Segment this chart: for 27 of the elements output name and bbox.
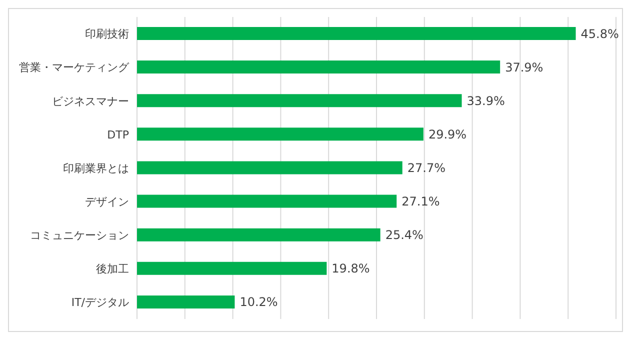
data-label: 25.4% [385,228,424,242]
bar [137,194,397,208]
data-label: 27.7% [407,160,446,175]
y-tick-label: 印刷技術 [85,28,129,41]
y-tick-label: 印刷業界とは [63,162,129,175]
data-label: 27.1% [402,194,440,209]
bar [137,295,235,308]
data-label: 10.2% [240,295,278,310]
y-tick-label: IT/デジタル [71,296,129,310]
data-label: 37.9% [505,60,544,74]
y-tick-label: 後加工 [96,262,129,276]
bar [137,94,462,108]
y-tick-label: デザイン [85,195,129,208]
bar [137,60,500,74]
y-tick-label: コミュニケーション [30,229,129,242]
bar [137,228,380,242]
bar [137,161,402,174]
bar [137,128,424,141]
y-tick-label: DTP [107,128,130,142]
data-label: 29.9% [428,127,467,142]
bar [137,262,327,275]
bar [137,27,576,40]
y-tick-label: 営業・マーケティング [19,61,130,74]
y-tick-label: ビジネスマナー [52,94,129,108]
data-label: 33.9% [466,94,505,108]
data-label: 45.8% [580,26,619,41]
data-label: 19.8% [332,262,370,276]
